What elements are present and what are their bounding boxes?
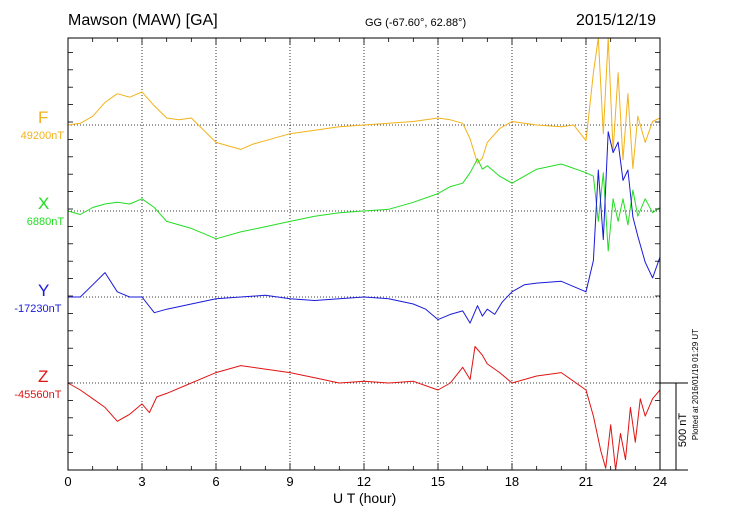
x-tick-label: 3: [138, 474, 146, 489]
chart-date: 2015/12/19: [576, 12, 657, 29]
scale-bar: [660, 382, 688, 471]
x-tick-label: 6: [212, 474, 220, 489]
component-label-z: Z: [38, 367, 49, 386]
series-line-x: [67, 158, 661, 252]
x-tick-label: 18: [504, 474, 520, 489]
x-tick-label: 15: [430, 474, 446, 489]
x-tick-label: 12: [356, 474, 372, 489]
x-tick-label: 9: [286, 474, 294, 489]
series-line-f: [67, 37, 661, 169]
x-tick-label: 24: [652, 474, 668, 489]
x-axis-label: U T (hour): [333, 490, 397, 506]
series-line-y: [68, 131, 661, 324]
scale-bar-label: 500 nT: [677, 412, 690, 448]
component-label-y: Y: [38, 281, 50, 300]
x-tick-label: 0: [64, 474, 72, 489]
tick-layer: [67, 38, 661, 471]
grid-layer: [68, 38, 660, 470]
series-line-z: [67, 346, 661, 471]
baseline-label-z: -45560nT: [14, 389, 62, 401]
station-coordinates: GG (-67.60°, 62.88°): [365, 17, 467, 29]
baseline-label-x: 6880nT: [26, 216, 65, 228]
baseline-label-f: 49200nT: [20, 130, 65, 142]
plotted-timestamp: Plotted at 2016/01/19 01:29 UT: [691, 328, 701, 441]
series-layer: [67, 37, 661, 471]
x-tick-label: 21: [578, 474, 594, 489]
component-label-x: X: [38, 194, 50, 213]
baseline-label-y: -17230nT: [14, 303, 62, 315]
component-label-f: F: [38, 108, 49, 127]
station-title: Mawson (MAW) [GA]: [68, 12, 218, 29]
